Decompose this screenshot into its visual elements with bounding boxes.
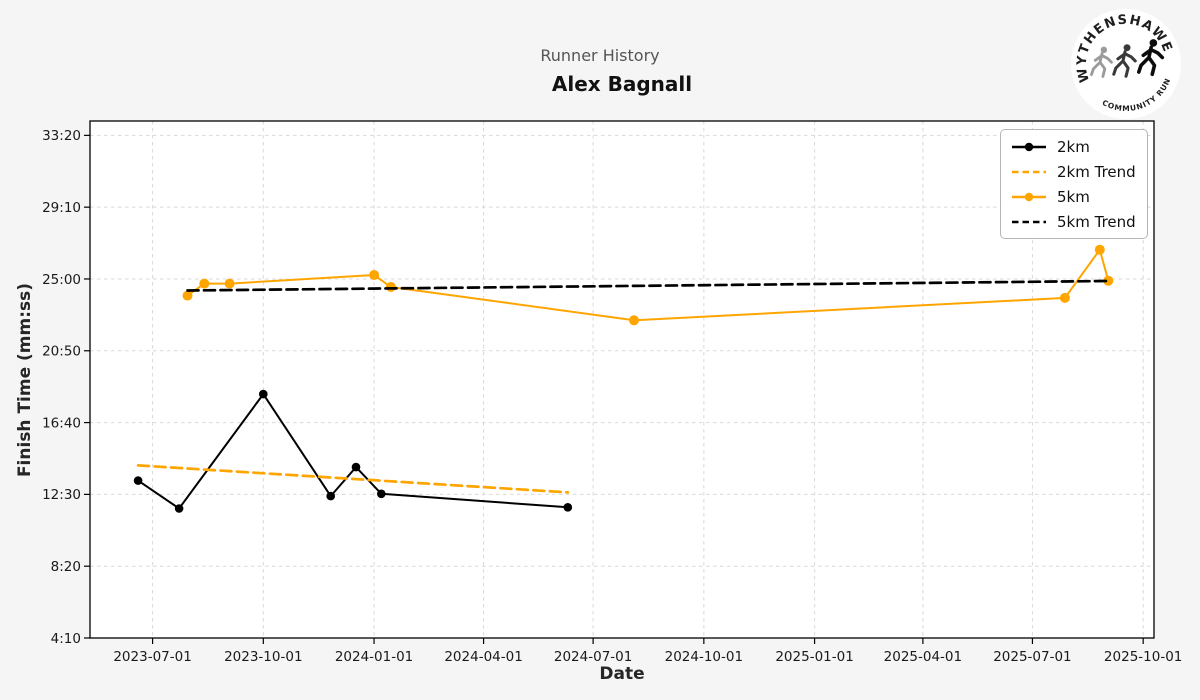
legend-line-sample — [1012, 142, 1046, 151]
legend: 2km 2km Trend 5km 5km Trend — [1000, 129, 1148, 239]
x-tick-label: 2025-10-01 — [1104, 649, 1182, 665]
data-point-5km — [224, 278, 235, 289]
x-tick-label: 2024-01-01 — [335, 649, 413, 665]
x-axis-label: Date — [599, 664, 645, 684]
x-tick-label: 2024-10-01 — [665, 649, 743, 665]
legend-row: 5km Trend — [1001, 209, 1147, 234]
data-point-5km — [1059, 292, 1070, 303]
legend-label: 5km — [1057, 187, 1090, 206]
y-tick-label: 16:40 — [42, 415, 81, 431]
data-point-5km — [1094, 244, 1105, 255]
data-point-5km — [629, 315, 639, 326]
x-tick-label: 2024-04-01 — [444, 649, 522, 665]
x-tick-label: 2023-07-01 — [113, 649, 191, 665]
series-line-2km-trend — [136, 464, 570, 494]
x-tick-label: 2025-04-01 — [884, 649, 962, 665]
runner-silhouette-left — [1090, 46, 1113, 78]
logo-runners — [1090, 39, 1165, 78]
data-point-5km — [369, 270, 380, 280]
legend-line-sample — [1012, 170, 1046, 173]
series-line-5km-trend — [186, 279, 1110, 292]
data-point-2km — [351, 462, 361, 472]
runner-silhouette-middle — [1112, 44, 1137, 78]
axes-frame — [89, 120, 1155, 639]
data-point-2km — [326, 491, 336, 501]
data-point-5km — [1103, 275, 1114, 286]
x-tick-label: 2023-10-01 — [224, 649, 302, 665]
y-tick-label: 12:30 — [42, 487, 81, 503]
x-tick-label: 2024-07-01 — [554, 649, 632, 665]
chart-suptitle: Runner History — [540, 46, 660, 65]
y-tick-label: 4:10 — [51, 631, 81, 647]
runner-silhouette-right — [1137, 39, 1165, 77]
legend-label: 5km Trend — [1057, 212, 1136, 231]
legend-row: 2km Trend — [1001, 159, 1147, 184]
data-point-2km — [563, 503, 573, 512]
legend-label: 2km Trend — [1057, 162, 1136, 181]
legend-row: 5km — [1001, 184, 1147, 209]
y-tick-label: 29:10 — [42, 200, 81, 216]
x-tick-label: 2025-07-01 — [993, 649, 1071, 665]
data-point-2km — [133, 476, 143, 485]
y-tick-label: 20:50 — [42, 344, 81, 360]
y-tick-label: 8:20 — [51, 559, 81, 575]
data-point-5km — [385, 282, 396, 292]
chart-title: Alex Bagnall — [551, 72, 693, 96]
y-tick-label: 33:20 — [42, 128, 81, 144]
x-tick-label: 2025-01-01 — [775, 649, 853, 665]
legend-label: 2km — [1057, 137, 1090, 156]
data-point-2km — [377, 489, 386, 499]
y-axis-label: Finish Time (mm:ss) — [15, 282, 35, 478]
club-logo: WYTHENSHAWE COMMUNITY RUN — [1068, 6, 1181, 122]
data-point-5km — [199, 278, 210, 289]
data-point-2km — [174, 504, 184, 513]
data-point-2km — [259, 389, 268, 399]
data-point-5km — [182, 290, 193, 301]
y-tick-label: 25:00 — [42, 272, 81, 288]
legend-line-sample — [1012, 192, 1046, 201]
legend-line-sample — [1012, 220, 1046, 223]
plot-background — [90, 121, 1154, 638]
legend-row: 2km — [1001, 134, 1147, 159]
